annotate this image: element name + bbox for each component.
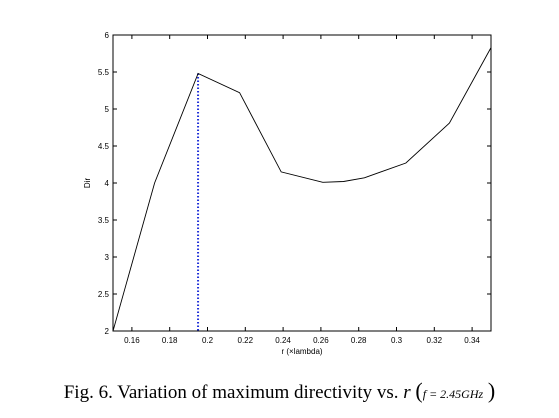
x-tick-label: 0.18 bbox=[162, 336, 178, 345]
y-tick-label: 2 bbox=[105, 327, 110, 336]
y-tick-label: 5 bbox=[105, 105, 110, 114]
caption-open-paren: ( bbox=[415, 378, 423, 403]
x-tick-label: 0.32 bbox=[427, 336, 443, 345]
x-tick-label: 0.24 bbox=[275, 336, 291, 345]
plot-area bbox=[112, 34, 492, 332]
y-tick-label: 3.5 bbox=[98, 216, 110, 225]
caption-condition: f = 2.45GHz bbox=[422, 387, 484, 401]
x-tick-label: 0.26 bbox=[313, 336, 329, 345]
x-tick-label: 0.3 bbox=[391, 336, 403, 345]
y-axis-title: Dir bbox=[83, 178, 92, 189]
x-tick-label: 0.28 bbox=[351, 336, 367, 345]
x-tick-label: 0.16 bbox=[124, 336, 140, 345]
caption-variable: r bbox=[403, 382, 411, 403]
caption-text: Fig. 6. Variation of maximum directivity… bbox=[63, 382, 399, 403]
y-tick-label: 4 bbox=[105, 179, 110, 188]
x-axis-title: r (×lambda) bbox=[281, 347, 322, 356]
y-tick-label: 4.5 bbox=[98, 142, 110, 151]
y-tick-label: 5.5 bbox=[98, 68, 110, 77]
caption-close-paren: ) bbox=[487, 378, 496, 403]
x-tick-label: 0.34 bbox=[464, 336, 480, 345]
y-axis-ticks: 2 2.5 3 3.5 4 4.5 5 5.5 6 bbox=[98, 31, 491, 336]
x-tick-label: 0.2 bbox=[202, 336, 214, 345]
y-tick-label: 6 bbox=[105, 31, 110, 40]
y-tick-label: 3 bbox=[105, 253, 110, 262]
figure-caption: Fig. 6. Variation of maximum directivity… bbox=[0, 378, 559, 404]
directivity-chart: 2 2.5 3 3.5 4 4.5 5 5.5 6 0.16 0.18 0.2 0.22 0.24 0.2… bbox=[83, 31, 492, 356]
y-tick-label: 2.5 bbox=[98, 290, 110, 299]
x-axis-ticks: 0.16 0.18 0.2 0.22 0.24 0.26 0.28 0.3 0.32 0.34 bbox=[124, 35, 480, 345]
x-tick-label: 0.22 bbox=[238, 336, 254, 345]
directivity-series-line bbox=[112, 47, 492, 332]
